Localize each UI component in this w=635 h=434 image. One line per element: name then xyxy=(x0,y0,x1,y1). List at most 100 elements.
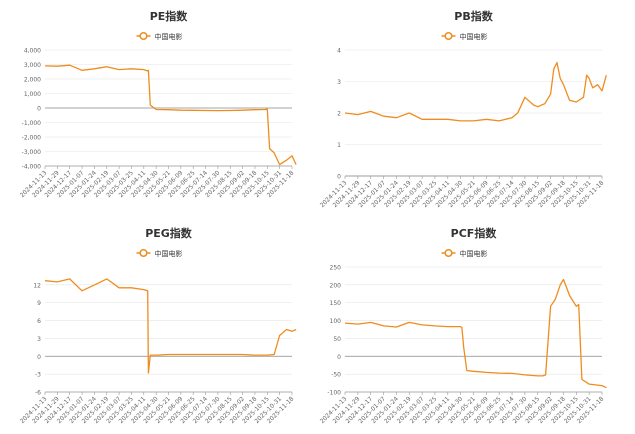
y-tick-label: -1,000 xyxy=(22,120,42,127)
y-tick-label: -3 xyxy=(35,372,41,379)
data-point xyxy=(421,324,423,326)
data-point xyxy=(278,163,280,165)
legend-item[interactable]: 中国电影 xyxy=(136,31,183,41)
legend-item[interactable]: 中国电影 xyxy=(136,248,183,258)
data-point xyxy=(575,101,577,103)
data-point xyxy=(370,321,372,323)
data-point xyxy=(408,321,410,323)
data-point xyxy=(291,155,293,157)
data-point xyxy=(575,305,577,307)
data-point xyxy=(554,298,556,300)
series-line xyxy=(44,64,297,166)
data-point xyxy=(549,93,551,95)
data-point xyxy=(285,328,287,330)
data-point xyxy=(511,372,513,374)
data-point xyxy=(180,353,182,355)
data-point xyxy=(241,109,243,111)
data-point xyxy=(81,69,83,71)
data-point xyxy=(434,325,436,327)
y-tick-label: 4,000 xyxy=(24,48,41,55)
data-point xyxy=(278,334,280,336)
data-point xyxy=(537,375,539,377)
y-tick-label: -4,000 xyxy=(22,164,42,171)
data-point xyxy=(217,109,219,111)
data-point xyxy=(149,354,151,356)
data-point xyxy=(155,354,157,356)
data-point xyxy=(562,278,564,280)
y-tick-label: 1 xyxy=(337,142,341,149)
data-point xyxy=(556,61,558,63)
data-point xyxy=(544,102,546,104)
data-point xyxy=(542,375,544,377)
data-point xyxy=(106,278,108,280)
data-point xyxy=(241,353,243,355)
data-point xyxy=(524,96,526,98)
data-point xyxy=(447,118,449,120)
data-point xyxy=(229,353,231,355)
data-point xyxy=(143,288,145,290)
data-point xyxy=(147,372,149,374)
chart-title: PEG指数 xyxy=(145,226,193,240)
data-point xyxy=(382,115,384,117)
data-point xyxy=(434,118,436,120)
data-point xyxy=(537,106,539,108)
y-tick-label: 100 xyxy=(330,318,342,325)
data-point xyxy=(472,120,474,122)
data-point xyxy=(408,112,410,114)
data-point xyxy=(592,87,594,89)
data-point xyxy=(155,108,157,110)
data-point xyxy=(93,68,95,70)
y-tick-label: 6 xyxy=(37,318,41,325)
data-point xyxy=(597,84,599,86)
data-point xyxy=(266,108,268,110)
y-tick-label: 1,000 xyxy=(24,91,41,98)
data-point xyxy=(498,372,500,374)
data-point xyxy=(582,96,584,98)
data-point xyxy=(578,303,580,305)
data-point xyxy=(217,353,219,355)
legend-marker-icon xyxy=(444,248,453,258)
y-tick-label: -3,000 xyxy=(22,149,42,156)
data-point xyxy=(268,147,270,149)
y-tick-label: 0 xyxy=(337,174,341,181)
data-point xyxy=(605,387,607,389)
y-tick-label: -6 xyxy=(35,390,41,397)
data-point xyxy=(167,353,169,355)
data-point xyxy=(273,353,275,355)
y-tick-label: 2 xyxy=(337,111,341,118)
data-point xyxy=(143,68,145,70)
data-point xyxy=(459,120,461,122)
data-point xyxy=(130,68,132,70)
data-point xyxy=(588,77,590,79)
data-point xyxy=(485,118,487,120)
data-point xyxy=(254,354,256,356)
data-point xyxy=(229,109,231,111)
data-point xyxy=(204,353,206,355)
y-tick-label: 50 xyxy=(333,336,341,343)
data-point xyxy=(357,323,359,325)
legend-marker-icon xyxy=(139,248,148,258)
data-point xyxy=(517,112,519,114)
data-point xyxy=(382,325,384,327)
y-tick-label: 3,000 xyxy=(24,62,41,69)
legend-item[interactable]: 中国电影 xyxy=(441,248,488,258)
data-point xyxy=(254,109,256,111)
data-point xyxy=(69,64,71,66)
data-point xyxy=(549,305,551,307)
data-point xyxy=(498,120,500,122)
data-point xyxy=(357,113,359,115)
data-point xyxy=(447,325,449,327)
data-point xyxy=(511,117,513,119)
data-point xyxy=(461,327,463,329)
chart-panel-4: PCF指数中国电影-100-500501001502002502024-11-1… xyxy=(319,226,607,425)
chart-panel-3: PEG指数中国电影-6-30369122024-11-132024-11-292… xyxy=(19,226,297,425)
data-point xyxy=(106,66,108,68)
data-point xyxy=(285,159,287,161)
data-point xyxy=(56,281,58,283)
data-point xyxy=(180,109,182,111)
data-point xyxy=(149,104,151,106)
data-point xyxy=(485,371,487,373)
legend-item[interactable]: 中国电影 xyxy=(441,31,488,41)
